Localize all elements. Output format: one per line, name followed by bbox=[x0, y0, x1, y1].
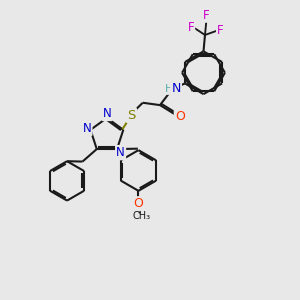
Text: F: F bbox=[203, 9, 210, 22]
Text: N: N bbox=[82, 122, 91, 135]
Text: H: H bbox=[165, 84, 174, 94]
Text: CH₃: CH₃ bbox=[132, 212, 151, 221]
Text: N: N bbox=[116, 146, 125, 159]
Text: O: O bbox=[134, 197, 143, 210]
Text: O: O bbox=[175, 110, 185, 123]
Text: N: N bbox=[103, 107, 112, 120]
Text: F: F bbox=[188, 21, 194, 34]
Text: S: S bbox=[127, 109, 136, 122]
Text: N: N bbox=[171, 82, 181, 95]
Text: F: F bbox=[217, 24, 224, 37]
